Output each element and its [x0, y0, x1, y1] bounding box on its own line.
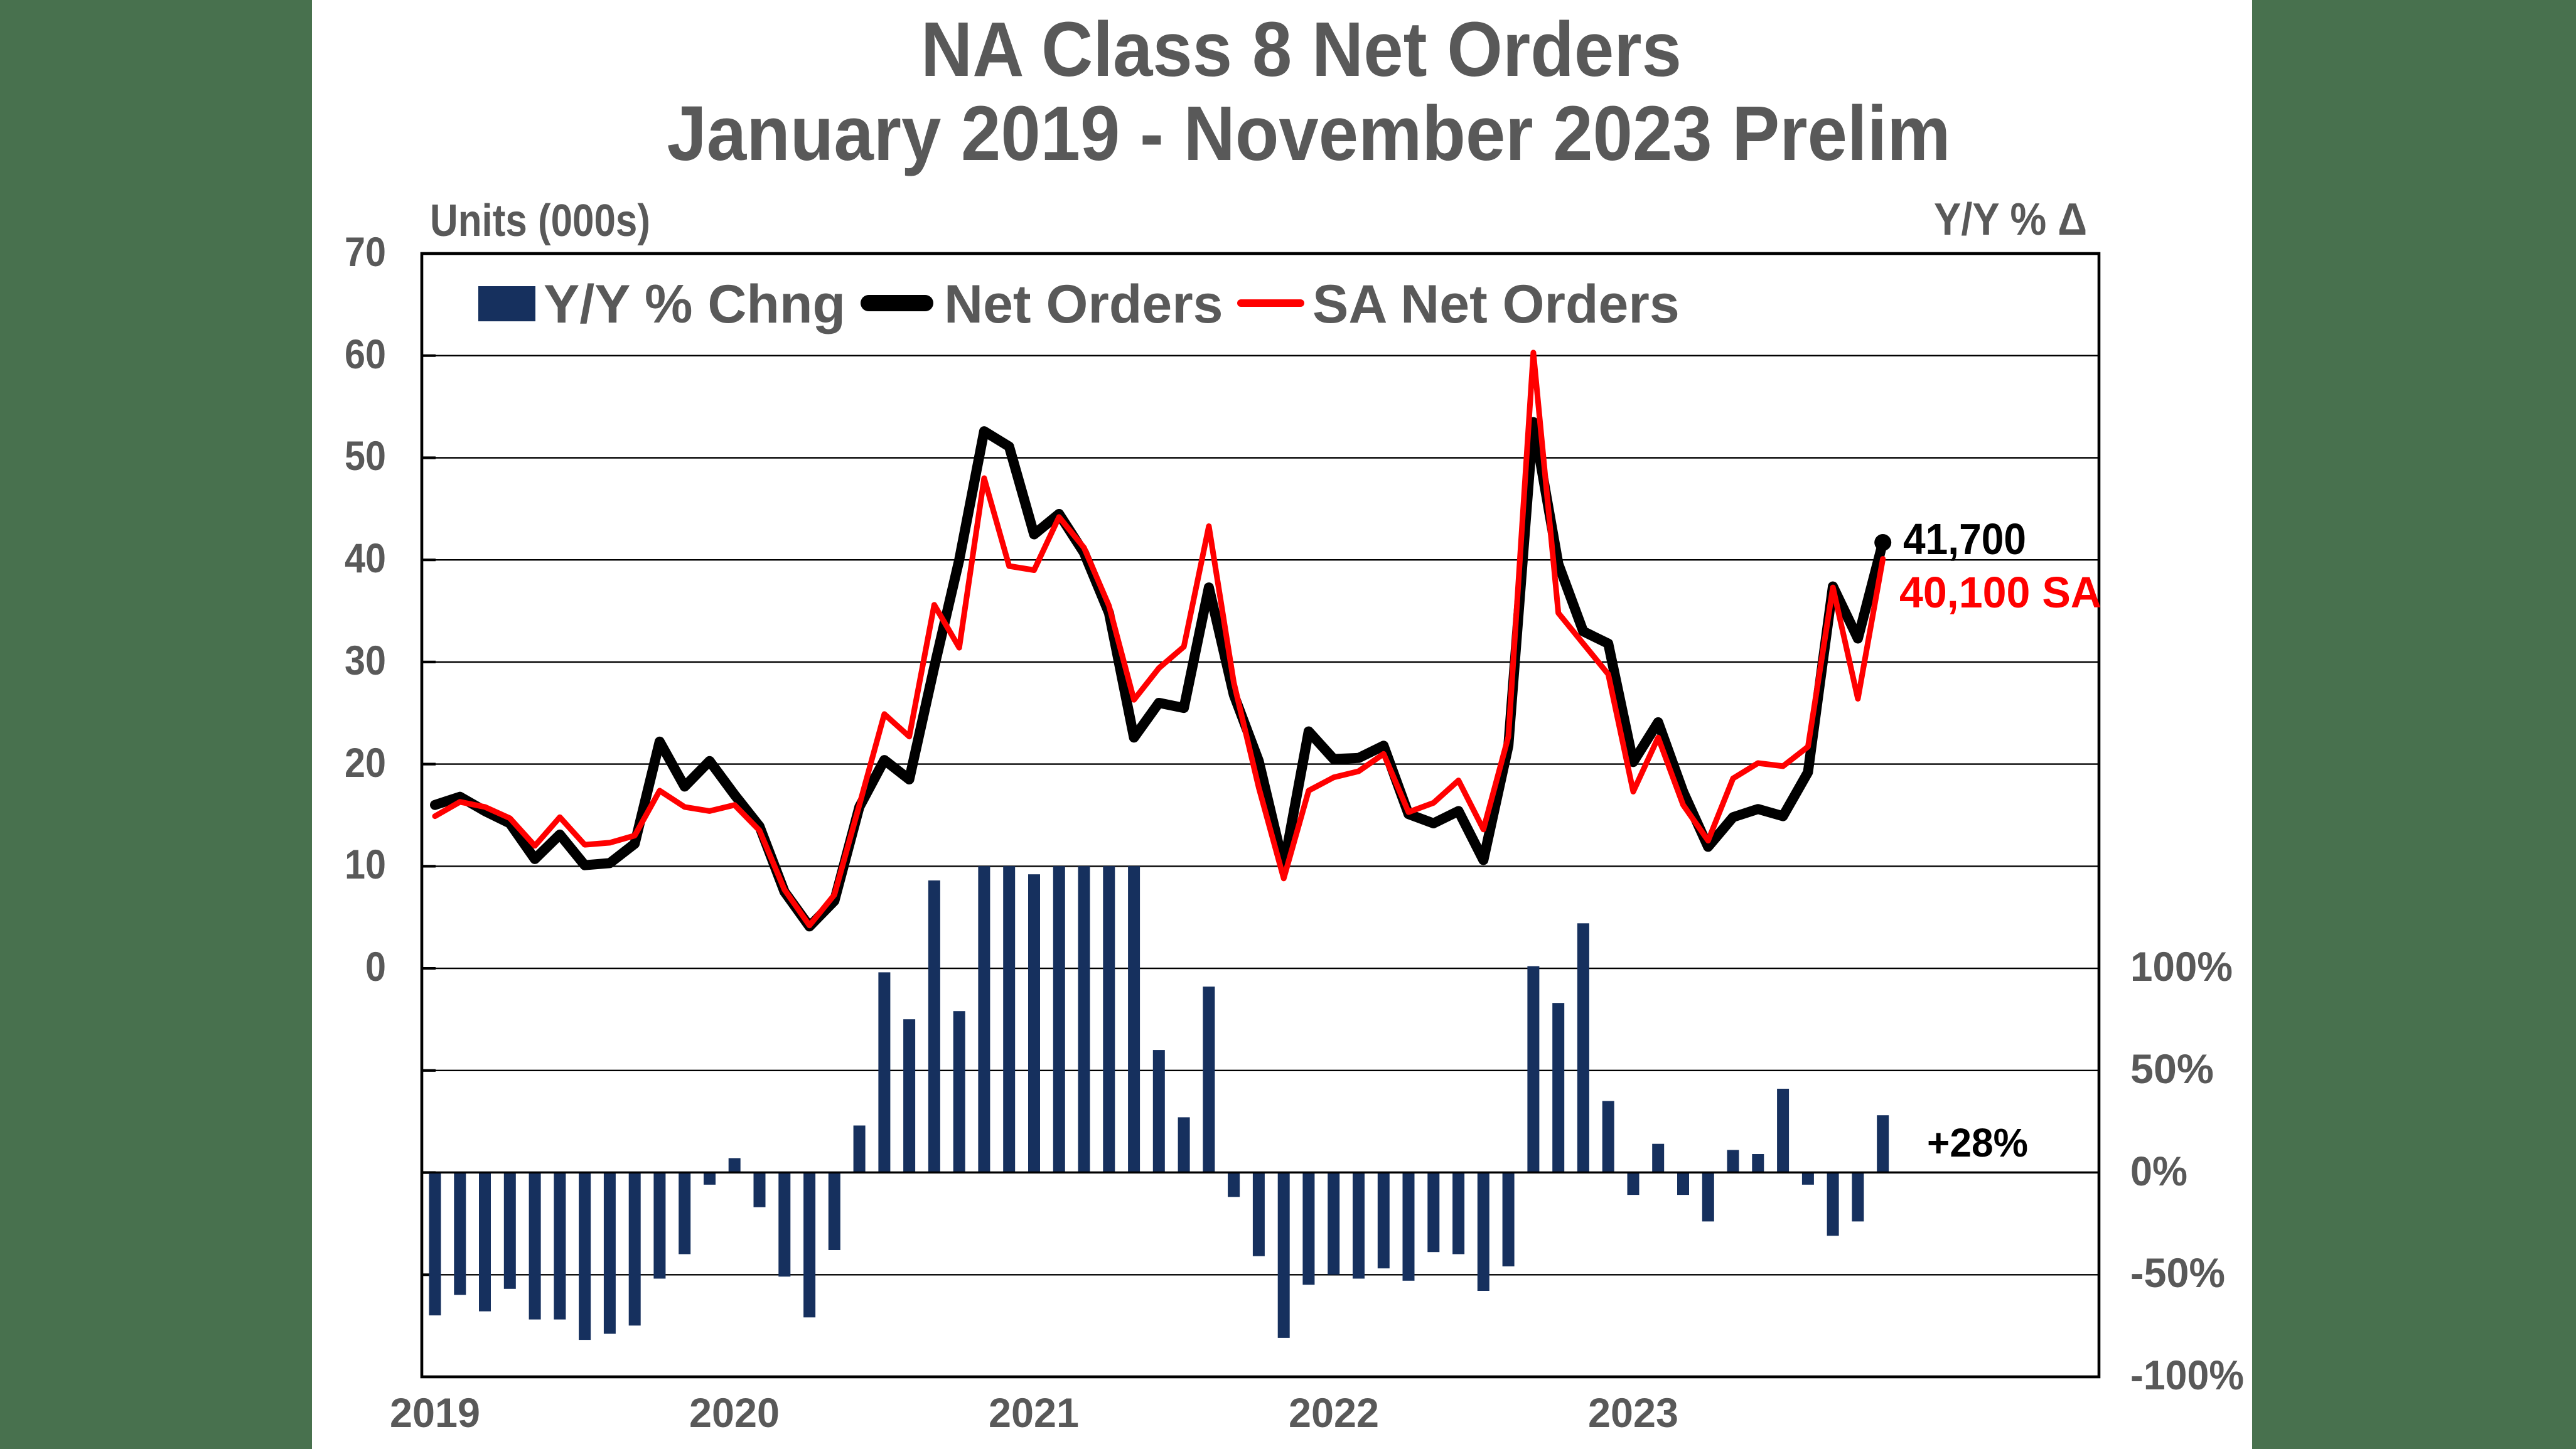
svg-text:Units (000s): Units (000s) [430, 196, 650, 246]
svg-text:30: 30 [345, 637, 386, 683]
svg-text:60: 60 [345, 331, 386, 377]
svg-text:0: 0 [365, 943, 386, 990]
svg-text:100%: 100% [2130, 943, 2233, 990]
svg-text:70: 70 [345, 228, 386, 275]
svg-text:Y/Y % Δ: Y/Y % Δ [1934, 195, 2087, 245]
svg-text:2021: 2021 [989, 1389, 1079, 1436]
svg-text:Net Orders: Net Orders [944, 274, 1223, 334]
svg-text:-50%: -50% [2130, 1249, 2225, 1296]
svg-text:50%: 50% [2130, 1045, 2214, 1092]
svg-text:0%: 0% [2130, 1148, 2187, 1194]
svg-text:50: 50 [345, 432, 386, 479]
svg-text:2022: 2022 [1289, 1389, 1379, 1436]
svg-text:2020: 2020 [689, 1389, 780, 1436]
svg-text:NA Class 8 Net Orders: NA Class 8 Net Orders [921, 7, 1682, 93]
svg-text:2019: 2019 [390, 1389, 480, 1436]
svg-text:+28%: +28% [1927, 1120, 2028, 1165]
svg-text:10: 10 [345, 841, 386, 887]
svg-text:20: 20 [345, 739, 386, 786]
svg-text:40,100 SA: 40,100 SA [1899, 568, 2101, 617]
svg-text:-100%: -100% [2130, 1352, 2244, 1398]
svg-text:41,700: 41,700 [1903, 515, 2026, 564]
svg-text:Y/Y % Chng: Y/Y % Chng [544, 274, 845, 334]
svg-text:January 2019 - November 2023 P: January 2019 - November 2023 Prelim [667, 91, 1951, 177]
svg-text:SA Net Orders: SA Net Orders [1312, 274, 1680, 334]
svg-text:40: 40 [345, 535, 386, 581]
svg-text:2023: 2023 [1588, 1389, 1678, 1436]
